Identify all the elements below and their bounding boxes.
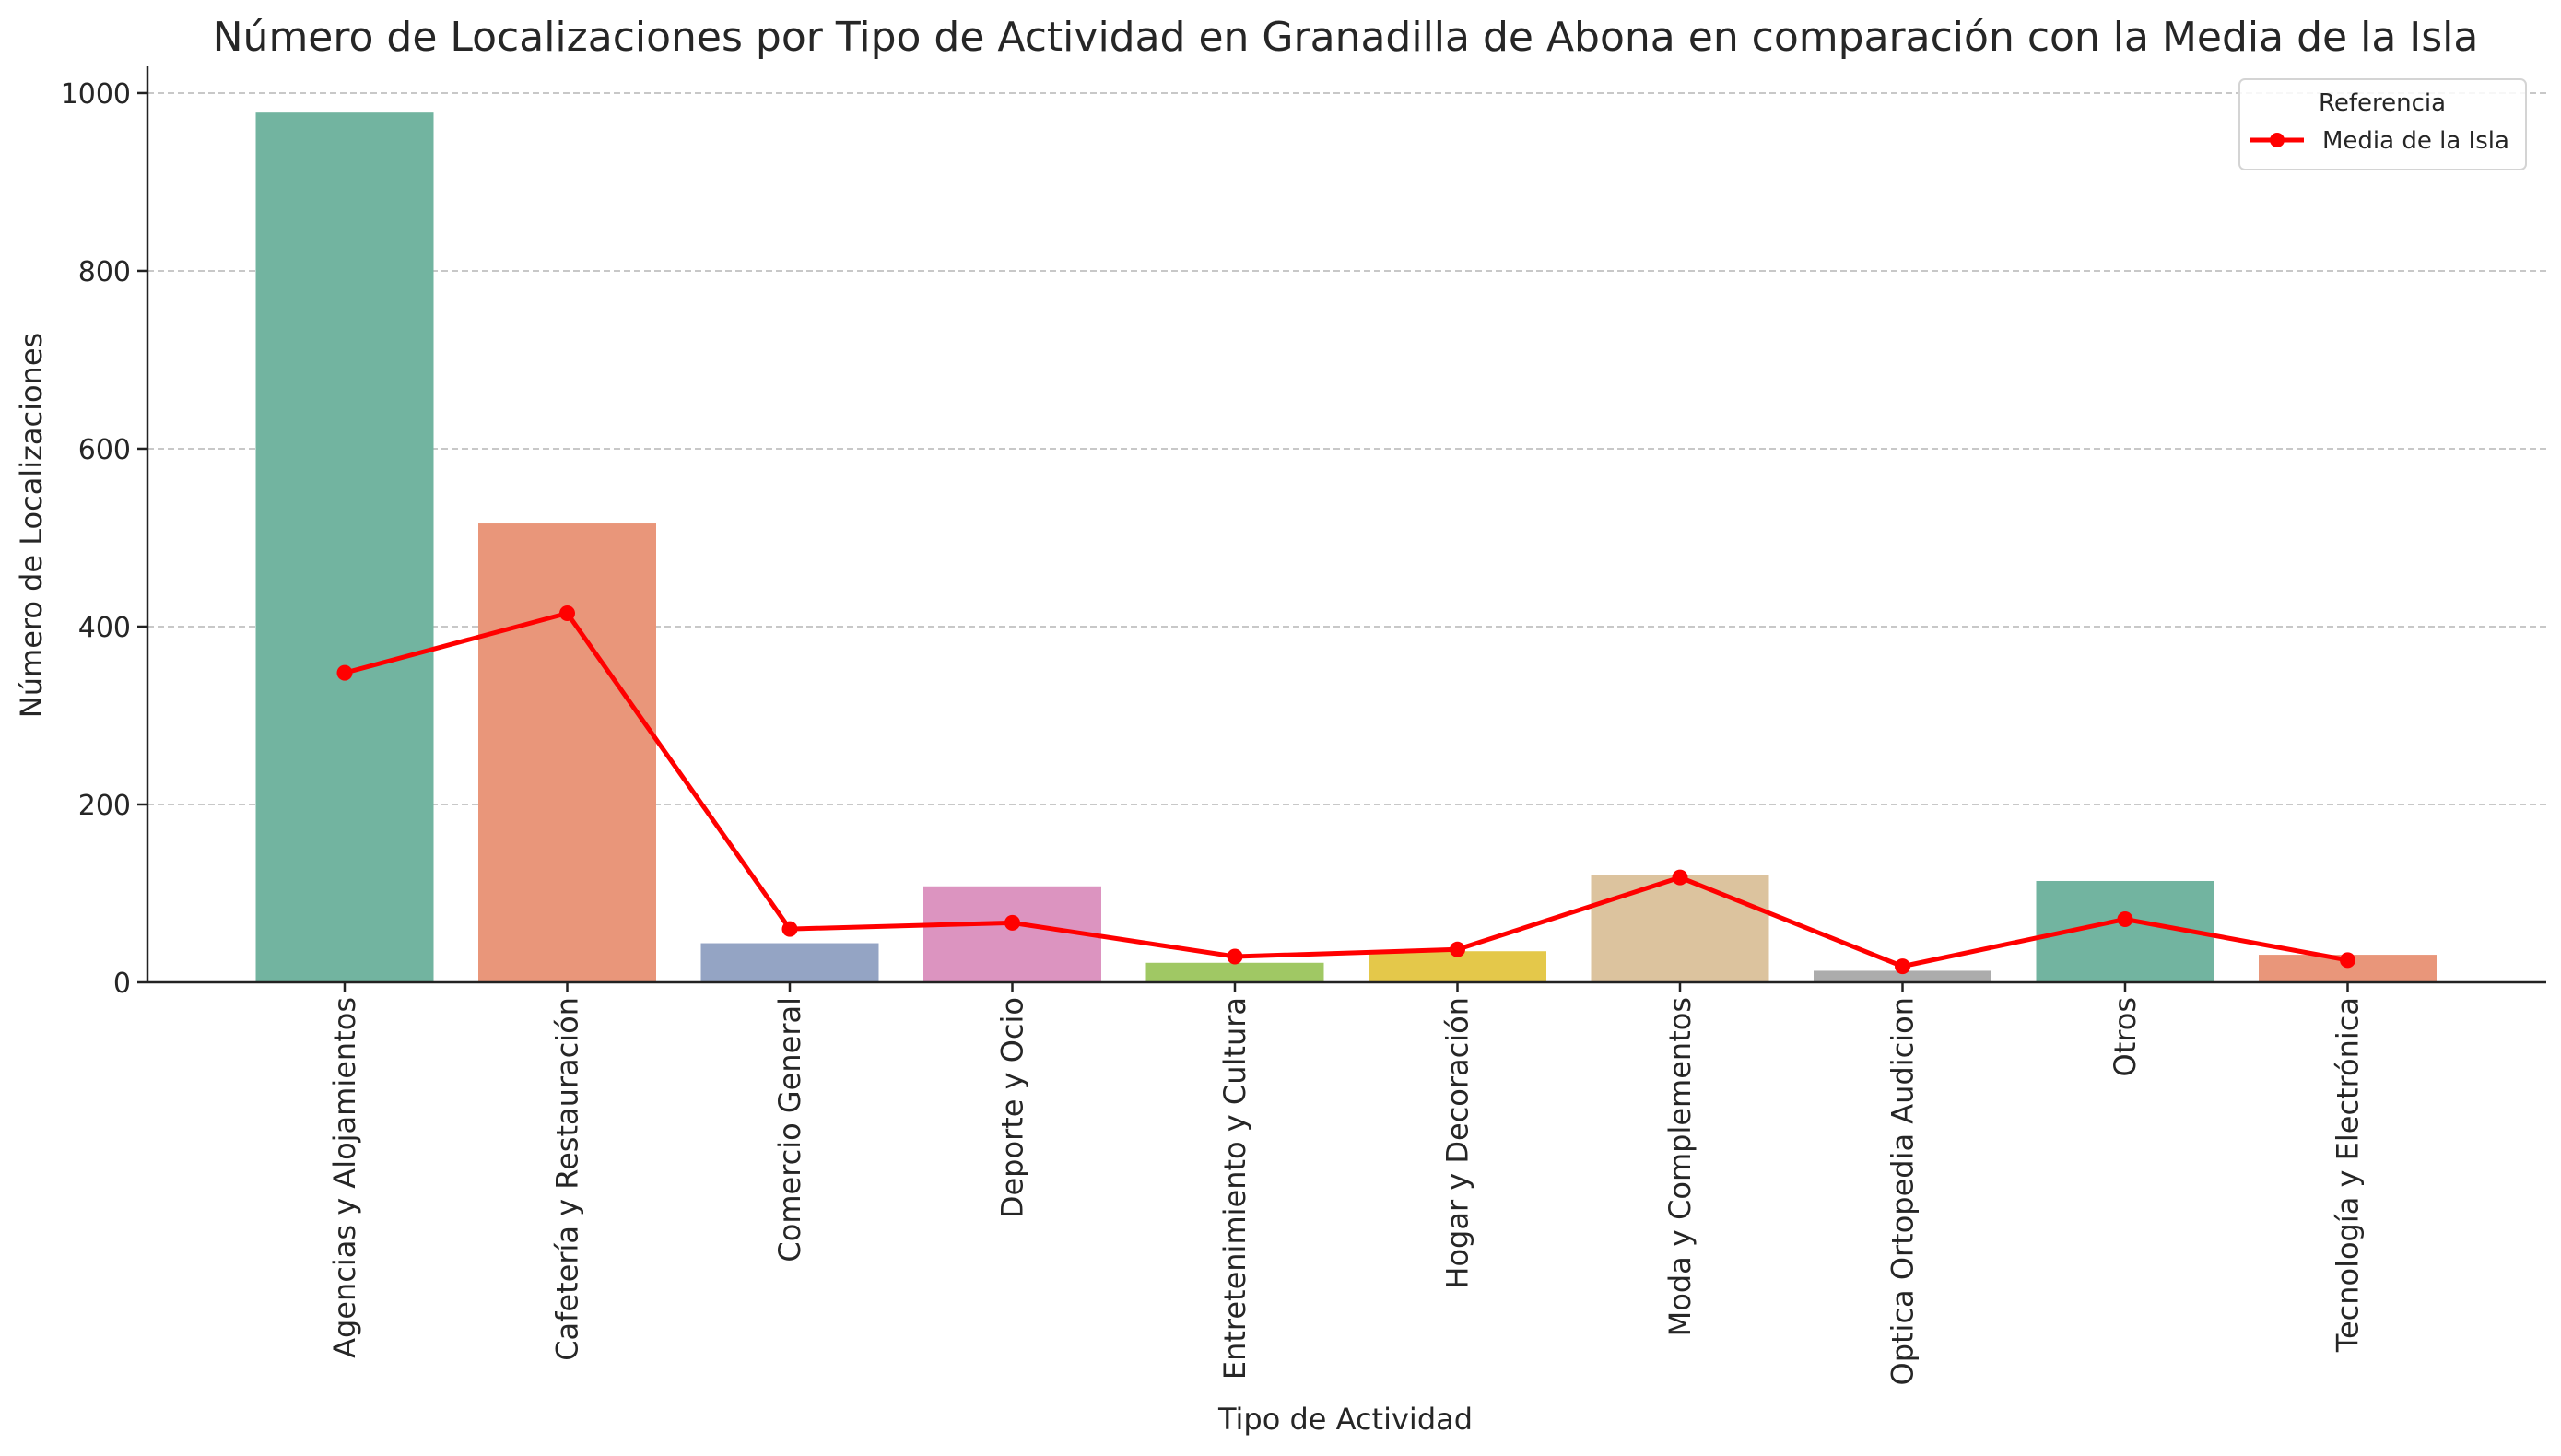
x-tick-label: Entretenimiento y Cultura <box>1217 997 1252 1380</box>
average-point <box>1004 914 1020 931</box>
average-line-series <box>336 605 2355 975</box>
legend-marker-swatch <box>2270 133 2285 147</box>
y-axis-label: Número de Localizaciones <box>14 333 49 718</box>
x-tick-label: Comercio General <box>772 997 807 1262</box>
average-point <box>1227 948 1243 965</box>
axes: 0 200 400 600 800 1000 Agencias y Alojamientos… <box>61 66 2546 1385</box>
bar <box>255 112 434 983</box>
bar <box>700 943 879 982</box>
bar <box>1814 970 1991 982</box>
y-tick-label: 1000 <box>61 78 131 111</box>
bars <box>255 112 2437 983</box>
average-line <box>344 611 2348 969</box>
legend-box <box>2238 78 2527 170</box>
x-axis-label: Tipo de Actividad <box>1217 1402 1473 1437</box>
average-point <box>559 605 575 622</box>
bar <box>478 523 656 982</box>
legend: Referencia Media de la Isla <box>2238 78 2527 170</box>
average-point <box>1672 869 1688 886</box>
average-point <box>781 921 798 937</box>
y-tick-label: 400 <box>78 612 131 644</box>
legend-title: Referencia <box>2319 89 2446 117</box>
average-point <box>336 664 353 681</box>
average-point <box>1895 958 1910 975</box>
x-tick-label: Otros <box>2108 997 2143 1076</box>
x-tick-label: Moda y Complementos <box>1662 997 1698 1336</box>
x-tick-label: Tecnología y Electrónica <box>2331 997 2366 1353</box>
legend-entry-label: Media de la Isla <box>2322 127 2509 155</box>
bar <box>1591 875 1769 982</box>
average-point <box>2117 910 2133 927</box>
y-tick-label: 600 <box>78 434 131 466</box>
x-tick-label: Deporte y Ocio <box>995 997 1030 1218</box>
x-tick-label: Optica Ortopedia Audicion <box>1886 997 1921 1385</box>
y-tick-label: 0 <box>113 968 131 1000</box>
x-tick-label: Cafetería y Restauración <box>550 997 585 1361</box>
y-tick-label: 800 <box>78 256 131 288</box>
y-tick-label: 200 <box>78 790 131 822</box>
average-point <box>1450 941 1465 957</box>
x-tick-label: Hogar y Decoración <box>1440 997 1475 1289</box>
chart-title: Número de Localizaciones por Tipo de Act… <box>213 14 2479 61</box>
bar <box>1145 962 1324 982</box>
bar <box>923 886 1101 982</box>
x-tick-label: Agencias y Alojamientos <box>327 997 362 1358</box>
average-point <box>2340 952 2355 969</box>
